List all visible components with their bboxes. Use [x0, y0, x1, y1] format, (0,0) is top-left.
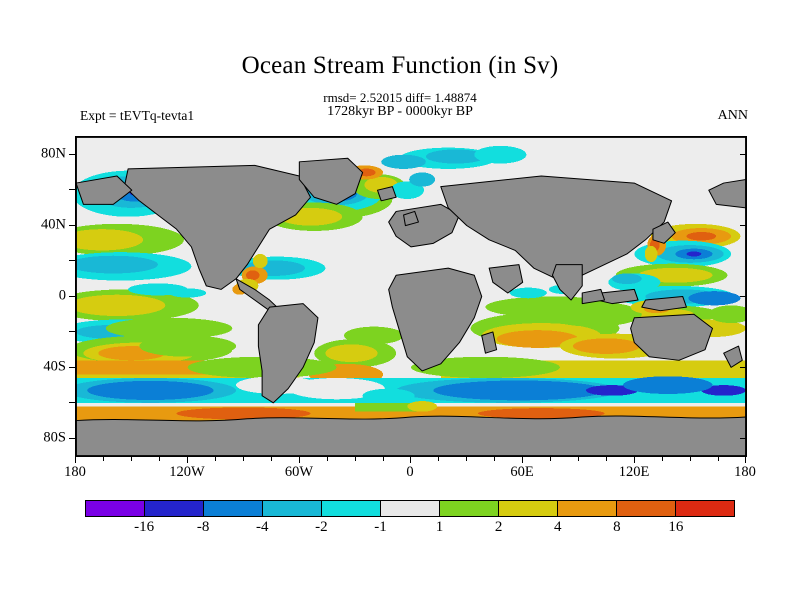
x-tick [745, 456, 746, 463]
x-tick [299, 456, 300, 463]
colorbar-segment-7 [498, 501, 557, 516]
colorbar-segment-4 [321, 501, 380, 516]
colorbar-tick-label-7: 4 [553, 519, 562, 535]
x-tick [327, 456, 328, 461]
x-tick [522, 456, 523, 463]
x-tick [131, 456, 132, 461]
x-tick [718, 456, 719, 461]
colorbar-segment-6 [439, 501, 498, 516]
x-tick [662, 456, 663, 461]
y-tick [69, 438, 75, 439]
y-tick [69, 296, 75, 297]
x-tick [550, 456, 551, 461]
x-tick [578, 456, 579, 461]
x-axis-label-4: 60E [510, 464, 534, 480]
y-tick-right [740, 438, 746, 439]
colorbar-tick-label-2: -4 [256, 519, 269, 535]
y-tick [69, 154, 75, 155]
x-tick [466, 456, 467, 461]
y-tick-right [740, 367, 746, 368]
x-tick [355, 456, 356, 461]
y-tick [69, 367, 75, 368]
x-tick [243, 456, 244, 461]
world-map-svg [76, 137, 746, 456]
y-axis-label-4: 80S [43, 429, 66, 446]
colorbar-segment-3 [262, 501, 321, 516]
x-tick [75, 456, 76, 463]
x-tick [103, 456, 104, 461]
x-tick [438, 456, 439, 461]
colorbar-tick-label-1: -8 [196, 519, 210, 535]
x-tick [690, 456, 691, 461]
colorbar-tick-label-8: 8 [613, 519, 621, 535]
x-axis-label-1: 120W [169, 464, 205, 480]
colorbar-segment-1 [144, 501, 203, 516]
y-axis-label-2: 0 [58, 287, 66, 304]
page-title: Ocean Stream Function (in Sv) [241, 52, 559, 79]
x-axis-label-5: 120E [618, 464, 650, 480]
colorbar-tick-label-9: 16 [668, 519, 684, 535]
y-tick-right [740, 154, 746, 155]
y-tick [69, 225, 75, 226]
x-axis-label-2: 60W [284, 464, 314, 480]
colorbar-tick-label-0: -16 [134, 519, 155, 535]
x-tick [215, 456, 216, 461]
colorbar-segment-8 [557, 501, 616, 516]
y-tick [69, 260, 75, 261]
land-layer [76, 157, 746, 456]
x-axis-label-0: 180 [64, 464, 86, 480]
time-period-label: 1728kyr BP - 0000kyr BP [327, 104, 473, 119]
experiment-label: Expt = tEVTq-tevta1 [80, 108, 195, 123]
colorbar-segment-5 [380, 501, 439, 516]
colorbar-tick-label-4: -1 [374, 519, 387, 535]
anomaly-contour-layer [76, 145, 746, 423]
y-tick-right [740, 296, 746, 297]
colorbar [85, 500, 735, 517]
y-tick [69, 402, 75, 403]
y-tick [69, 331, 75, 332]
x-tick [271, 456, 272, 461]
colorbar-tick-label-3: -2 [315, 519, 328, 535]
x-axis-label-3: 0 [406, 464, 414, 480]
colorbar-segment-2 [203, 501, 262, 516]
colorbar-tick-label-6: 2 [494, 519, 503, 535]
y-axis-label-3: 40S [43, 358, 66, 375]
x-tick [606, 456, 607, 461]
y-axis-label-0: 80N [41, 145, 66, 162]
x-tick [383, 456, 384, 461]
statistics-line: rmsd= 2.52015 diff= 1.48874 [323, 90, 477, 105]
x-axis-label-6: 180 [734, 464, 756, 480]
y-tick-right [740, 225, 746, 226]
colorbar-segment-10 [675, 501, 734, 516]
x-tick [494, 456, 495, 461]
x-tick [410, 456, 411, 463]
map-plot-area [75, 136, 747, 457]
y-axis-label-1: 40N [41, 216, 66, 233]
season-label: ANN [717, 108, 748, 123]
x-tick [159, 456, 160, 461]
x-tick [187, 456, 188, 463]
x-tick [634, 456, 635, 463]
y-tick [69, 189, 75, 190]
colorbar-segment-9 [616, 501, 675, 516]
colorbar-segment-0 [86, 501, 144, 516]
colorbar-tick-label-5: 1 [435, 519, 444, 535]
